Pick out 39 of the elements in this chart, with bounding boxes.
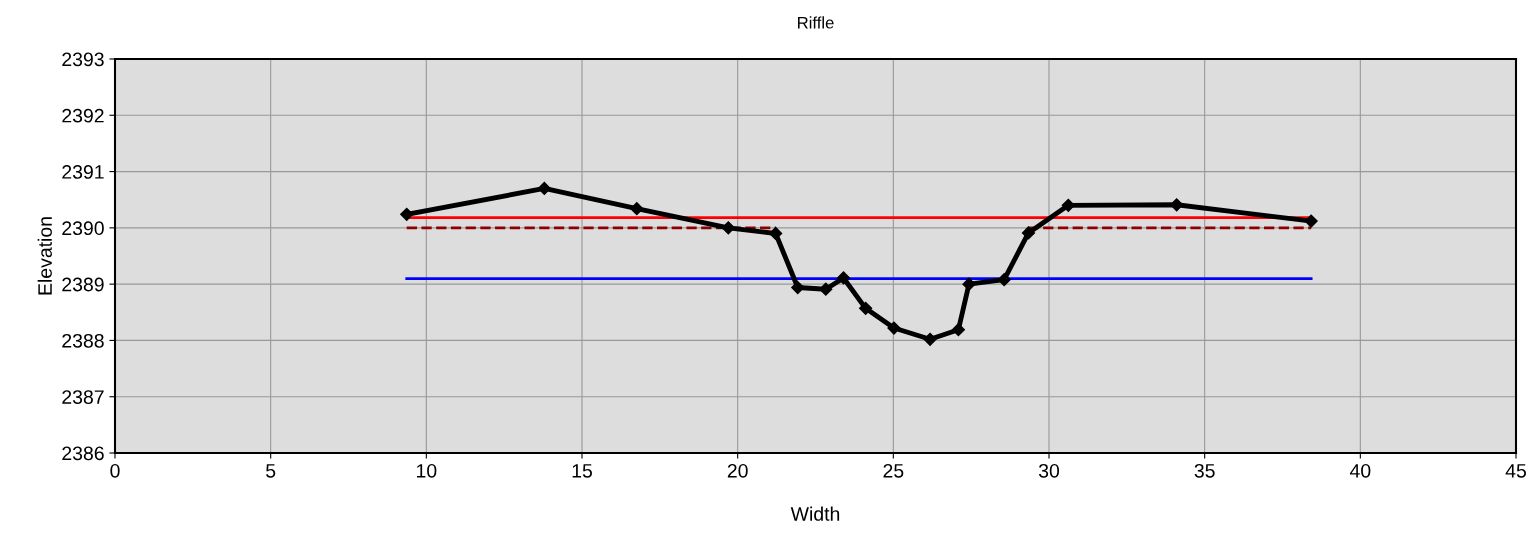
- x-tick-label: 20: [727, 463, 748, 478]
- point: [1304, 214, 1318, 228]
- x-tick-label: 15: [572, 464, 592, 478]
- point: [1170, 198, 1184, 212]
- point: [400, 207, 414, 221]
- point: [819, 282, 833, 296]
- point: [769, 226, 783, 241]
- x-tick-label: 35: [1194, 463, 1215, 478]
- point: [1021, 226, 1036, 240]
- point: [887, 321, 901, 335]
- y-tick-label: 2391: [62, 165, 104, 179]
- x-tick-label: 45: [1505, 464, 1526, 478]
- x-tick-label: 30: [1038, 463, 1060, 478]
- point: [791, 280, 805, 295]
- y-tick-label: 2392: [62, 108, 104, 123]
- y-tick-label: 2389: [62, 277, 104, 292]
- y-tick-label: 2388: [62, 333, 104, 348]
- y-tick-label: 2387: [62, 390, 104, 404]
- point: [537, 181, 551, 196]
- point: [859, 301, 873, 315]
- point: [997, 273, 1011, 287]
- x-tick-label: 25: [883, 463, 904, 478]
- y-tick-label: 2390: [62, 221, 104, 236]
- x-tick-label: 10: [417, 463, 437, 478]
- point: [1061, 198, 1075, 212]
- y-tick-label: 2393: [62, 52, 104, 67]
- x-axis-title: Width: [790, 506, 840, 521]
- point: [923, 332, 937, 346]
- chart-title: Riffle: [798, 16, 834, 29]
- point: [630, 202, 644, 216]
- y-axis-title: Elevation: [37, 217, 52, 295]
- point: [951, 323, 965, 337]
- x-tick-label: 0: [110, 463, 120, 478]
- point: [962, 277, 976, 291]
- point: [721, 221, 735, 235]
- point: [836, 271, 851, 285]
- y-tick-label: 2386: [62, 446, 104, 461]
- x-tick-label: 40: [1349, 463, 1371, 478]
- x-tick-label: 5: [266, 464, 276, 478]
